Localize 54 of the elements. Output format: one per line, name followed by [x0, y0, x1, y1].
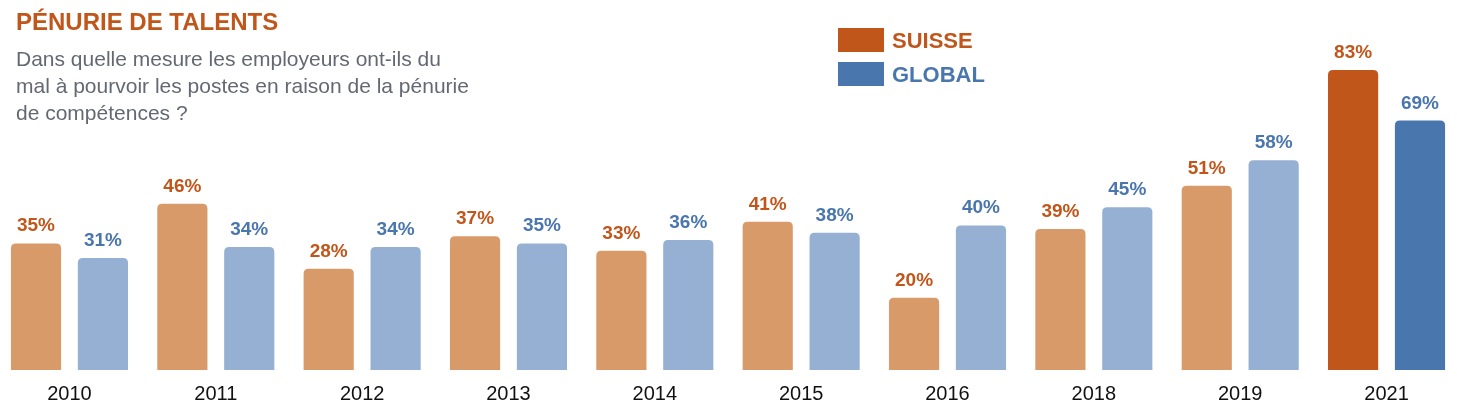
bar — [1394, 120, 1446, 370]
data-label: 41% — [748, 192, 787, 214]
bar — [157, 203, 208, 370]
data-label: 35% — [522, 214, 562, 236]
data-label: 39% — [1041, 200, 1080, 222]
bar — [742, 221, 793, 370]
chart-subtitle: Dans quelle mesure les employeurs ont-ils du mal à pourvoir les postes en raison de la pénurie de compétences ? — [16, 47, 469, 124]
bar — [1102, 207, 1153, 370]
data-label: 34% — [376, 218, 415, 240]
bar — [370, 247, 421, 370]
data-label: 83% — [1334, 41, 1373, 62]
bar — [516, 243, 568, 370]
chart-title: PÉNURIE DE TALENTS — [16, 8, 279, 35]
data-label: 37% — [456, 207, 495, 229]
data-label: 40% — [961, 196, 1001, 218]
x-tick-label: 2010 — [47, 382, 92, 404]
bar — [663, 239, 714, 370]
x-tick-label: 2013 — [486, 382, 531, 404]
data-label: 35% — [17, 214, 56, 236]
data-label: 20% — [895, 268, 934, 290]
x-tick-label: 2015 — [778, 382, 824, 404]
data-label: 31% — [83, 228, 123, 250]
bar — [888, 297, 940, 370]
x-tick-label: 2019 — [1217, 382, 1263, 404]
x-tick-label: 2014 — [632, 382, 678, 404]
bar — [449, 236, 501, 370]
data-label: 69% — [1400, 91, 1440, 113]
legend-label: GLOBAL — [892, 62, 985, 87]
bar — [1248, 160, 1299, 370]
data-label: 51% — [1187, 156, 1226, 178]
bar — [303, 268, 354, 370]
x-tick-label: 2016 — [925, 382, 970, 404]
bar — [224, 247, 275, 370]
data-label: 58% — [1254, 131, 1293, 153]
data-label: 28% — [309, 239, 348, 261]
bar — [77, 257, 128, 370]
bar — [1181, 185, 1232, 370]
bar — [596, 250, 647, 370]
data-label: 36% — [669, 210, 708, 232]
data-label: 46% — [163, 174, 202, 196]
bar — [1328, 70, 1379, 370]
data-label: 38% — [815, 203, 854, 225]
data-label: 33% — [602, 221, 641, 243]
bar — [1035, 229, 1086, 370]
legend-label: SUISSE — [892, 28, 973, 53]
bar — [955, 225, 1007, 370]
x-tick-label: 2011 — [194, 382, 238, 404]
data-label: 45% — [1108, 178, 1147, 200]
x-tick-label: 2012 — [339, 382, 385, 404]
x-tick-label: 2021 — [1364, 382, 1409, 404]
bar — [809, 232, 860, 370]
data-label: 34% — [230, 218, 269, 240]
x-tick-label: 2018 — [1071, 382, 1117, 404]
bar — [10, 243, 62, 370]
